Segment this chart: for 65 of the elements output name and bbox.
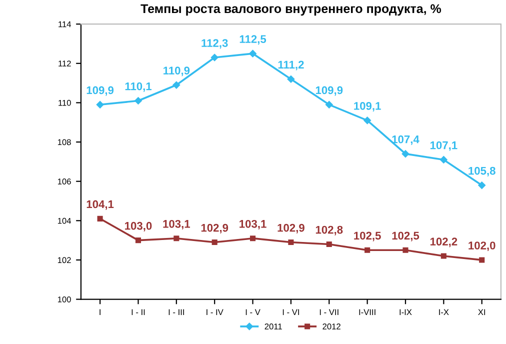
data-label: 103,1	[240, 220, 266, 230]
point	[364, 116, 371, 124]
y-tick-label: 106	[58, 178, 71, 184]
point	[96, 101, 104, 108]
data-label: 110,9	[164, 66, 190, 76]
y-tick-label: 112	[58, 60, 71, 66]
data-label: 103,1	[163, 220, 190, 230]
y-tick-label: 114	[58, 21, 71, 28]
data-label: 102,9	[278, 224, 304, 234]
point	[479, 257, 485, 263]
point	[287, 75, 295, 83]
point	[249, 50, 256, 58]
data-label: 103,0	[125, 222, 152, 232]
y-tick-label: 102	[58, 257, 71, 264]
point	[440, 253, 446, 259]
x-tick-label: XI	[478, 309, 486, 316]
x-tick-label: I-VIII	[359, 309, 376, 316]
point	[402, 247, 408, 253]
point	[440, 156, 448, 164]
data-label: 109,9	[316, 86, 343, 96]
data-label: 107,4	[392, 135, 420, 145]
x-tick-label: I - VII	[320, 309, 338, 316]
legend-label: 2011	[264, 324, 282, 330]
data-label: 107,1	[430, 141, 458, 151]
point	[364, 247, 370, 253]
x-tick-label: I-X	[439, 309, 449, 316]
point	[402, 150, 410, 158]
point	[97, 216, 103, 222]
data-label: 111,2	[278, 60, 304, 70]
data-label: 109,9	[86, 86, 114, 96]
y-tick-label: 100	[58, 296, 71, 302]
x-tick-label: I - III	[168, 309, 184, 316]
x-tick-label: I - VI	[282, 309, 299, 316]
legend-label: 2012	[322, 324, 340, 330]
point	[212, 239, 218, 246]
data-label: 102,8	[316, 226, 343, 236]
y-tick-label: 110	[58, 100, 71, 106]
point	[174, 236, 180, 242]
point	[250, 236, 256, 242]
data-label: 109,1	[354, 102, 381, 112]
data-label: 105,8	[468, 166, 496, 176]
data-label: 102,9	[201, 224, 228, 234]
point	[134, 97, 142, 104]
x-tick-label: I - IV	[206, 309, 224, 316]
point	[135, 238, 142, 244]
data-label: 104,1	[86, 200, 114, 210]
y-tick-label: 104	[58, 218, 71, 224]
data-label: 112,3	[202, 39, 228, 49]
data-label: 102,2	[430, 238, 458, 248]
data-label: 102,5	[392, 232, 420, 242]
chart-title: Темпы роста валового внутреннего продукта, %	[140, 4, 442, 16]
y-tick-label: 108	[58, 139, 71, 146]
x-tick-label: I-IX	[400, 309, 412, 316]
point	[325, 101, 333, 108]
data-label: 102,5	[354, 232, 381, 242]
x-tick-label: I - V	[246, 309, 260, 316]
data-label: 110,1	[125, 82, 152, 92]
data-label: 112,5	[240, 35, 266, 45]
point	[172, 81, 180, 89]
x-tick-label: I - II	[132, 309, 145, 316]
point	[210, 54, 218, 62]
point	[288, 239, 294, 246]
point	[478, 182, 486, 189]
point	[326, 241, 332, 248]
data-label: 102,0	[468, 242, 496, 252]
